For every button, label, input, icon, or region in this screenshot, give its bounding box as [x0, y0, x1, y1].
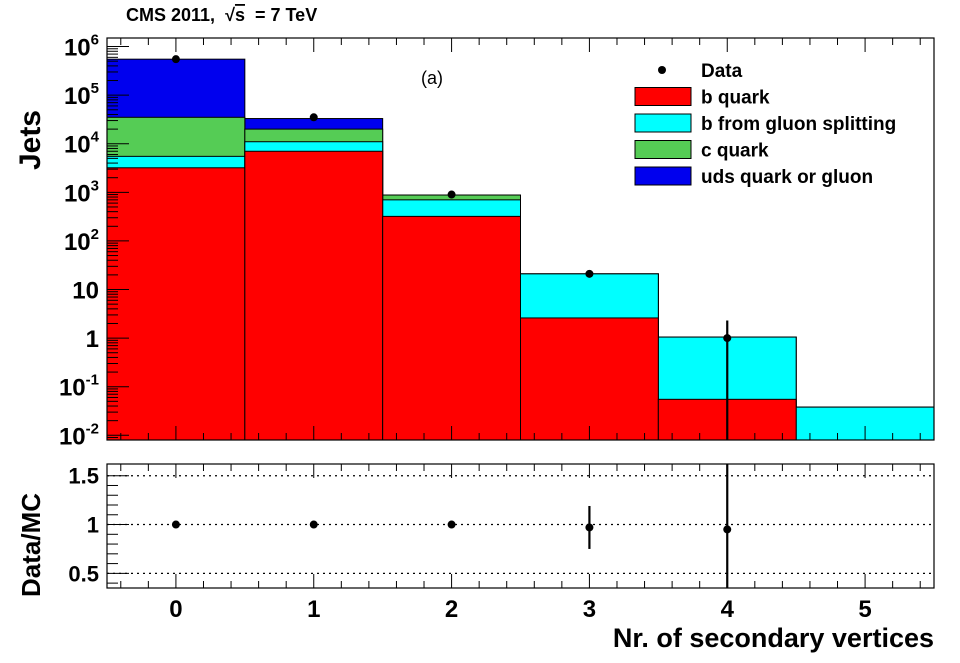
ratio-y-tick-label: 1.5 [68, 464, 99, 489]
legend-label: b from gluon splitting [701, 114, 896, 135]
legend-swatch [634, 140, 692, 159]
panel-annotation: (a) [421, 68, 443, 88]
ratio-plot-frame [106, 463, 935, 589]
y-tick-exponent: -2 [86, 420, 99, 437]
y-tick-label: 1 [86, 326, 99, 353]
s-variable: s [235, 5, 245, 25]
y-tick-label: 103 [64, 177, 99, 207]
ratio-y-tick-label: 1 [87, 513, 99, 538]
bar-b-quark-1 [244, 150, 384, 441]
x-tick-label: 0 [169, 596, 182, 623]
y-tick-mantissa: 10 [59, 423, 86, 450]
bar-b-quark-2 [382, 215, 521, 441]
y-tick-label: 102 [64, 226, 99, 256]
energy-label: = 7 TeV [255, 5, 317, 25]
ratio-x-axis: 0 1 2 3 4 5 [120, 464, 921, 623]
data-point [585, 269, 594, 278]
data-point [723, 334, 732, 343]
y-tick-exponent: 3 [91, 177, 99, 194]
bar-b-quark-0 [106, 167, 246, 441]
y-tick-exponent: 2 [91, 226, 99, 243]
ratio-frame-layer [106, 463, 935, 589]
experiment-label: CMS 2011, [126, 5, 215, 25]
legend-data-marker [658, 66, 666, 74]
main-frame-layer [106, 37, 935, 441]
y-tick-label: 104 [64, 129, 100, 159]
bar-b-quark-3 [520, 317, 659, 441]
data-points [171, 55, 732, 440]
x-tick-label: 2 [445, 596, 458, 623]
chart-header: CMS 2011, √s = 7 TeV [126, 5, 317, 25]
legend-swatch [634, 166, 692, 186]
ratio-points [171, 464, 732, 588]
data-point [171, 55, 180, 64]
x-tick-label: 1 [307, 596, 320, 623]
data-point [309, 113, 318, 122]
y-tick-mantissa: 10 [64, 180, 91, 207]
ratio-y-axis: 0.5 1 1.5 [68, 464, 129, 586]
y-tick-exponent: 4 [91, 129, 100, 146]
main-y-axis-label: Jets [14, 110, 47, 170]
y-tick-exponent: -1 [86, 372, 99, 389]
stacked-bars [106, 58, 935, 441]
ratio-point [171, 520, 180, 529]
y-tick-label: 105 [64, 80, 99, 110]
x-tick-label: 4 [721, 596, 735, 623]
legend-label: c quark [701, 141, 769, 162]
legend: Data b quark b from gluon splitting c quark… [634, 61, 896, 188]
y-tick-label: 10-2 [59, 420, 99, 450]
ratio-point [723, 525, 732, 534]
y-tick-exponent: 6 [91, 32, 99, 49]
legend-swatch [634, 113, 692, 133]
reference-lines [107, 475, 934, 574]
x-axis-label: Nr. of secondary vertices [613, 623, 934, 653]
y-tick-mantissa: 10 [72, 278, 99, 305]
legend-label: Data [701, 61, 743, 82]
y-tick-label: 106 [64, 32, 99, 62]
y-tick-label: 10-1 [59, 372, 99, 402]
y-tick-mantissa: 10 [64, 132, 91, 159]
ratio-panel: 0.5 1 1.5 0 1 2 3 4 5 Data/MC Nr. of secondary … [16, 463, 935, 653]
ratio-point [309, 520, 318, 529]
x-tick-label: 5 [858, 596, 871, 623]
y-tick-mantissa: 10 [64, 229, 91, 256]
y-tick-mantissa: 1 [86, 326, 99, 353]
y-tick-mantissa: 10 [59, 375, 86, 402]
ratio-y-tick-label: 0.5 [68, 561, 99, 586]
ratio-point [447, 520, 456, 529]
data-point [447, 190, 456, 199]
main-plot-frame [106, 37, 935, 441]
y-tick-mantissa: 10 [64, 83, 91, 110]
legend-swatch [634, 87, 692, 106]
y-tick-exponent: 5 [91, 80, 99, 97]
y-tick-label: 10 [72, 278, 99, 305]
legend-label: b quark [701, 88, 770, 109]
sqrt-symbol: √ [225, 5, 235, 25]
ratio-point [585, 523, 594, 532]
y-tick-mantissa: 10 [64, 35, 91, 62]
ratio-y-axis-label: Data/MC [16, 493, 46, 597]
legend-label: uds quark or gluon [701, 167, 873, 188]
x-tick-label: 3 [583, 596, 596, 623]
